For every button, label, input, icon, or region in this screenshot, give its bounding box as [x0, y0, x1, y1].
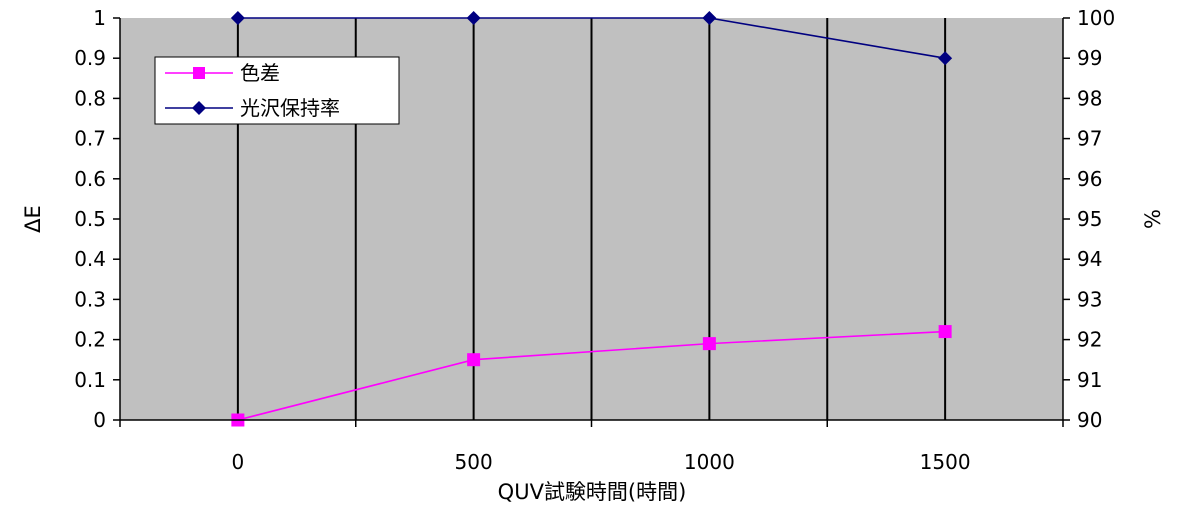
y2-tick-label: 96: [1077, 167, 1102, 191]
y2-tick-label: 94: [1077, 247, 1102, 271]
y-tick-label: 0.9: [74, 46, 106, 70]
y-tick-label: 1: [93, 6, 106, 30]
y-tick-label: 0.1: [74, 368, 106, 392]
y2-tick-label: 99: [1077, 46, 1102, 70]
tick-labels: 0 0.1 0.2 0.3 0.4 0.5 0.6 0.7 0.8 0.9 1 90 91 92 93 94 9…: [74, 6, 1115, 474]
data-point: [938, 325, 952, 339]
y-tick-label: 0.2: [74, 328, 106, 352]
x-axis-title: QUV試験時間(時間): [498, 480, 687, 504]
x-tick-label: 0: [232, 450, 245, 474]
series-line-1: [237, 17, 946, 59]
y2-tick-label: 91: [1077, 368, 1102, 392]
markers: [230, 11, 953, 427]
y2-tick-label: 97: [1077, 127, 1102, 151]
y-tick-label: 0.7: [74, 127, 106, 151]
y-tick-label: 0.8: [74, 86, 106, 110]
y2-tick-label: 95: [1077, 207, 1102, 231]
y-tick-label: 0.6: [74, 167, 106, 191]
legend-label-gloss-retention: 光沢保持率: [240, 96, 340, 120]
data-point: [467, 353, 481, 367]
y2-tick-label: 100: [1077, 6, 1115, 30]
y2-tick-label: 93: [1077, 287, 1102, 311]
series-line-0: [237, 330, 946, 421]
data-point: [466, 11, 481, 25]
x-tick-label: 1000: [684, 450, 735, 474]
data-point: [702, 11, 717, 25]
y-tick-label: 0: [93, 408, 106, 432]
y-axis-title: ΔE: [21, 205, 45, 233]
legend-marker-gloss-retention: [192, 101, 206, 115]
axis-ticks: [113, 17, 1070, 427]
y-tick-label: 0.3: [74, 287, 106, 311]
data-point: [230, 11, 245, 25]
y-tick-label: 0.4: [74, 247, 106, 271]
legend-label-color-diff: 色差: [240, 61, 280, 85]
legend: 色差 光沢保持率: [154, 56, 400, 125]
legend-marker-color-diff: [193, 67, 205, 79]
data-point: [938, 51, 953, 66]
y-tick-label: 0.5: [74, 207, 106, 231]
series-lines: [237, 17, 946, 421]
y2-tick-label: 98: [1077, 86, 1102, 110]
y2-axis-title: %: [1141, 209, 1165, 229]
y2-tick-label: 92: [1077, 328, 1102, 352]
y2-tick-label: 90: [1077, 408, 1102, 432]
x-tick-label: 500: [455, 450, 493, 474]
data-point: [702, 337, 716, 351]
x-tick-label: 1500: [920, 450, 971, 474]
